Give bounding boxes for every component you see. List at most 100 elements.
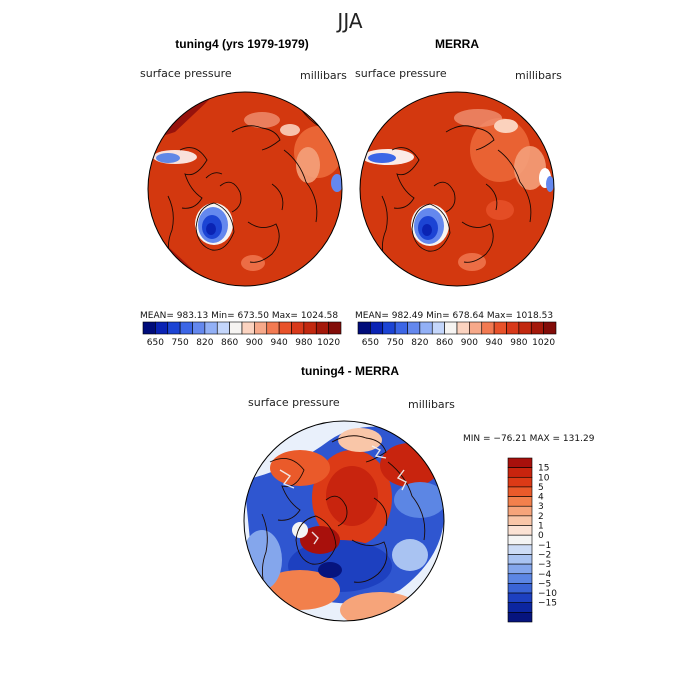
panel-title: tuning4 (yrs 1979-1979) bbox=[175, 37, 308, 51]
colorbar-swatch bbox=[507, 592, 533, 604]
colorbar-swatch bbox=[328, 321, 342, 335]
colorbar: 650 750 820 860 900 940 980 1020 bbox=[357, 321, 557, 348]
panel-merra: MERRA surface pressure millibars bbox=[355, 37, 562, 348]
colorbar-tick-label: 15 bbox=[538, 464, 549, 474]
colorbar-tick-label: 980 bbox=[510, 338, 527, 348]
colorbar-tick-label: 650 bbox=[147, 338, 164, 348]
colorbar-swatch bbox=[543, 321, 557, 335]
colorbar-tick-label: 860 bbox=[436, 338, 453, 348]
colorbar-swatch bbox=[507, 563, 533, 575]
map-border bbox=[243, 420, 445, 622]
colorbar-swatch bbox=[507, 573, 533, 584]
colorbar-swatch bbox=[370, 321, 384, 335]
colorbar-tick-label: 940 bbox=[486, 338, 503, 348]
colorbar-swatch bbox=[357, 321, 371, 335]
colorbar-tick-label: 5 bbox=[538, 483, 544, 493]
colorbar-tick-label: −2 bbox=[538, 550, 551, 560]
colorbar-swatch bbox=[241, 321, 255, 335]
map-border bbox=[359, 91, 555, 287]
colorbar-swatch bbox=[456, 321, 470, 335]
colorbar-tick-label: 820 bbox=[196, 338, 213, 348]
colorbar-swatch bbox=[507, 583, 533, 594]
colorbar-tick-label: −4 bbox=[538, 570, 552, 580]
colorbar-swatch bbox=[507, 612, 533, 623]
colorbar-swatch bbox=[155, 321, 169, 335]
colorbar-tick-label: −10 bbox=[538, 589, 557, 599]
units-label: millibars bbox=[300, 69, 347, 82]
colorbar-swatch bbox=[303, 321, 317, 335]
colorbar-swatch bbox=[507, 467, 533, 478]
colorbar-tick-label: 900 bbox=[246, 338, 263, 348]
colorbar-swatch bbox=[394, 321, 408, 335]
colorbar: 650 750 820 860 900 940 980 1020 bbox=[142, 321, 342, 348]
colorbar-swatch bbox=[530, 321, 544, 335]
colorbar-swatch bbox=[216, 321, 230, 335]
colorbar-swatch bbox=[229, 321, 243, 335]
colorbar-swatch bbox=[179, 321, 193, 335]
colorbar-swatch bbox=[291, 321, 305, 335]
colorbar-tick-label: 0 bbox=[538, 531, 544, 541]
colorbar-swatch bbox=[507, 476, 533, 488]
panel-tuning4: tuning4 (yrs 1979-1979) surface pressure… bbox=[140, 37, 347, 348]
colorbar-tick-label: 4 bbox=[538, 493, 544, 503]
polar-map bbox=[244, 421, 444, 621]
figure-title: JJA bbox=[335, 9, 362, 33]
colorbar-swatch bbox=[493, 321, 507, 335]
colorbar-swatch bbox=[506, 321, 520, 335]
colorbar-tick-label: −5 bbox=[538, 579, 551, 589]
colorbar-swatch bbox=[382, 321, 396, 335]
colorbar-swatch bbox=[204, 321, 218, 335]
colorbar-swatch bbox=[167, 321, 181, 335]
stats-text: MEAN= 982.49 Min= 678.64 Max= 1018.53 bbox=[355, 311, 553, 321]
colorbar-swatch bbox=[419, 321, 433, 335]
colorbar-swatch bbox=[469, 321, 483, 335]
colorbar-swatch bbox=[507, 496, 533, 507]
colorbar-swatch bbox=[254, 321, 268, 335]
colorbar-swatch bbox=[444, 321, 458, 335]
colorbar-swatch bbox=[192, 321, 206, 335]
colorbar-swatch bbox=[278, 321, 292, 335]
colorbar-swatch bbox=[407, 321, 421, 335]
colorbar-swatch bbox=[507, 486, 533, 497]
colorbar-tick-label: 1020 bbox=[532, 338, 555, 348]
field-label: surface pressure bbox=[355, 67, 447, 80]
colorbar-tick-label: 3 bbox=[538, 502, 544, 512]
colorbar-swatch bbox=[142, 321, 156, 335]
colorbar-tick-label: −15 bbox=[538, 599, 557, 609]
map-border bbox=[147, 91, 343, 287]
colorbar-tick-label: 900 bbox=[461, 338, 478, 348]
stats-text: MEAN= 983.13 Min= 673.50 Max= 1024.58 bbox=[140, 311, 338, 321]
units-label: millibars bbox=[408, 398, 455, 411]
colorbar-tick-label: 1 bbox=[538, 522, 544, 532]
colorbar-tick-label: 860 bbox=[221, 338, 238, 348]
colorbar-swatch bbox=[507, 534, 533, 546]
colorbar-tick-label: −3 bbox=[538, 560, 551, 570]
colorbar-tick-label: 980 bbox=[295, 338, 312, 348]
field-label: surface pressure bbox=[140, 67, 232, 80]
colorbar-tick-label: 2 bbox=[538, 512, 544, 522]
colorbar-swatch bbox=[507, 515, 533, 526]
colorbar-swatch bbox=[507, 525, 533, 536]
stats-text: MIN = −76.21 MAX = 131.29 bbox=[463, 434, 595, 444]
colorbar-tick-label: 940 bbox=[271, 338, 288, 348]
colorbar-tick-label: 820 bbox=[411, 338, 428, 348]
colorbar-swatch bbox=[507, 554, 533, 565]
colorbar-tick-label: −1 bbox=[538, 541, 551, 551]
colorbar-tick-label: 10 bbox=[538, 473, 550, 483]
colorbar-swatch bbox=[507, 457, 533, 468]
colorbar-swatch bbox=[518, 321, 532, 335]
colorbar-swatch bbox=[431, 321, 445, 335]
colorbar-swatch bbox=[507, 602, 533, 613]
colorbar-swatch bbox=[507, 505, 533, 517]
field-label: surface pressure bbox=[248, 396, 340, 409]
colorbar-swatch bbox=[507, 544, 533, 555]
colorbar-swatch bbox=[266, 321, 280, 335]
colorbar-tick-label: 1020 bbox=[317, 338, 340, 348]
panel-title: MERRA bbox=[435, 37, 479, 51]
panel-title: tuning4 - MERRA bbox=[301, 364, 399, 378]
colorbar-tick-label: 750 bbox=[387, 338, 404, 348]
colorbar-swatch bbox=[481, 321, 495, 335]
polar-map bbox=[360, 92, 554, 286]
